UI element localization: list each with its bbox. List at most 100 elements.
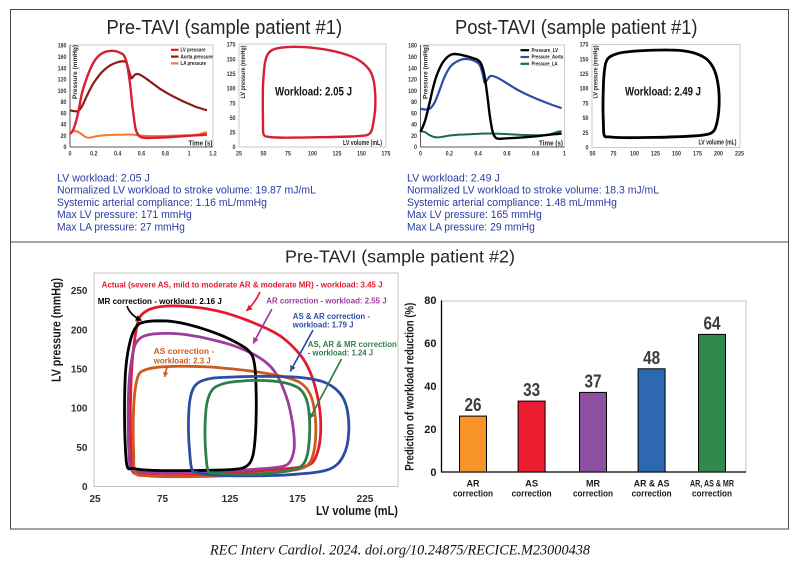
svg-text:Actual (severe AS, mild to mod: Actual (severe AS, mild to moderate AR &… bbox=[102, 280, 383, 289]
svg-text:225: 225 bbox=[735, 151, 744, 158]
svg-text:20: 20 bbox=[424, 424, 436, 436]
svg-text:175: 175 bbox=[227, 42, 236, 49]
svg-text:0.6: 0.6 bbox=[138, 151, 146, 158]
svg-text:LV volume (mL): LV volume (mL) bbox=[316, 504, 398, 518]
svg-text:100: 100 bbox=[308, 151, 317, 158]
svg-text:100: 100 bbox=[58, 88, 67, 95]
svg-text:40: 40 bbox=[411, 122, 417, 129]
svg-text:64: 64 bbox=[704, 313, 721, 333]
svg-text:Time (s): Time (s) bbox=[539, 141, 563, 148]
svg-text:20: 20 bbox=[61, 133, 67, 140]
svg-text:200: 200 bbox=[714, 151, 723, 158]
svg-text:0: 0 bbox=[82, 482, 88, 493]
svg-text:AS, AR & MR correction: AS, AR & MR correction bbox=[308, 340, 397, 349]
svg-text:75: 75 bbox=[285, 151, 291, 158]
svg-text:175: 175 bbox=[382, 151, 391, 158]
svg-text:Prediction of workload reducti: Prediction of workload reduction (%) bbox=[405, 303, 417, 471]
svg-text:25: 25 bbox=[583, 130, 589, 137]
svg-text:Aorta pressure: Aorta pressure bbox=[181, 54, 213, 60]
svg-text:Time (s): Time (s) bbox=[189, 141, 213, 148]
svg-text:50: 50 bbox=[583, 115, 589, 122]
svg-text:Workload: 2.05 J: Workload: 2.05 J bbox=[275, 84, 352, 98]
svg-text:150: 150 bbox=[71, 365, 88, 376]
svg-text:LV volume (mL): LV volume (mL) bbox=[343, 140, 382, 147]
svg-text:AR correction - workload: 2.55: AR correction - workload: 2.55 J bbox=[266, 297, 386, 306]
svg-text:125: 125 bbox=[651, 151, 660, 158]
svg-text:33: 33 bbox=[523, 380, 540, 400]
svg-text:Normalized LV workload to stro: Normalized LV workload to stroke volume:… bbox=[57, 185, 316, 197]
svg-text:Max LV pressure: 171 mmHg: Max LV pressure: 171 mmHg bbox=[57, 209, 192, 221]
svg-text:80: 80 bbox=[424, 295, 436, 307]
svg-text:80: 80 bbox=[61, 99, 67, 106]
svg-text:correction: correction bbox=[632, 488, 672, 498]
svg-text:180: 180 bbox=[408, 43, 417, 50]
svg-text:0: 0 bbox=[419, 151, 422, 158]
svg-text:Pressure (mmHg): Pressure (mmHg) bbox=[423, 45, 430, 99]
svg-text:0: 0 bbox=[69, 151, 72, 158]
svg-text:125: 125 bbox=[580, 71, 589, 78]
svg-text:50: 50 bbox=[590, 151, 596, 158]
svg-text:60: 60 bbox=[424, 338, 436, 350]
svg-text:50: 50 bbox=[76, 443, 88, 454]
svg-text:100: 100 bbox=[227, 86, 236, 93]
svg-text:1: 1 bbox=[563, 151, 566, 158]
svg-text:correction: correction bbox=[692, 488, 732, 498]
svg-text:120: 120 bbox=[408, 77, 417, 84]
svg-text:125: 125 bbox=[333, 151, 342, 158]
svg-text:Pre-TAVI (sample patient #1): Pre-TAVI (sample patient #1) bbox=[107, 17, 343, 39]
svg-text:REC Interv Cardiol. 2024. doi.: REC Interv Cardiol. 2024. doi.org/10.248… bbox=[209, 543, 590, 559]
svg-text:75: 75 bbox=[230, 100, 236, 107]
svg-text:Systemic arterial compliance:: Systemic arterial compliance: 1.16 mL/mm… bbox=[57, 197, 267, 209]
svg-text:0.4: 0.4 bbox=[474, 151, 482, 158]
svg-text:Systemic arterial compliance:: Systemic arterial compliance: 1.48 mL/mm… bbox=[407, 197, 617, 209]
svg-text:workload: 1.79 J: workload: 1.79 J bbox=[292, 321, 354, 330]
svg-text:175: 175 bbox=[580, 42, 589, 49]
svg-text:0.6: 0.6 bbox=[503, 151, 511, 158]
svg-text:Max LV pressure: 165 mmHg: Max LV pressure: 165 mmHg bbox=[407, 209, 542, 221]
svg-text:150: 150 bbox=[580, 56, 589, 63]
svg-text:75: 75 bbox=[583, 100, 589, 107]
svg-text:LV pressure (mmHg): LV pressure (mmHg) bbox=[593, 46, 600, 99]
svg-text:Pre-TAVI (sample patient #2): Pre-TAVI (sample patient #2) bbox=[285, 247, 515, 267]
svg-text:160: 160 bbox=[408, 54, 417, 61]
svg-text:AS: AS bbox=[525, 478, 538, 488]
svg-text:26: 26 bbox=[465, 395, 482, 415]
svg-text:LA pressure: LA pressure bbox=[181, 61, 207, 67]
svg-text:Max LA pressure: 29 mmHg: Max LA pressure: 29 mmHg bbox=[407, 221, 535, 233]
svg-text:80: 80 bbox=[411, 99, 417, 106]
svg-text:0: 0 bbox=[430, 467, 436, 479]
svg-text:- workload: 1.24 J: - workload: 1.24 J bbox=[308, 348, 373, 357]
svg-text:0.8: 0.8 bbox=[532, 151, 540, 158]
svg-text:140: 140 bbox=[408, 65, 417, 72]
svg-text:correction: correction bbox=[512, 488, 552, 498]
svg-text:1: 1 bbox=[188, 151, 191, 158]
svg-text:120: 120 bbox=[58, 77, 67, 84]
svg-text:Pressure (mmHg): Pressure (mmHg) bbox=[72, 45, 79, 99]
svg-text:100: 100 bbox=[71, 404, 88, 415]
svg-text:Post-TAVI (sample patient #1): Post-TAVI (sample patient #1) bbox=[455, 17, 698, 39]
svg-text:60: 60 bbox=[411, 110, 417, 117]
svg-text:Max LA pressure: 27 mmHg: Max LA pressure: 27 mmHg bbox=[57, 221, 185, 233]
svg-text:100: 100 bbox=[630, 151, 639, 158]
svg-text:Workload: 2.49 J: Workload: 2.49 J bbox=[625, 84, 701, 98]
svg-text:100: 100 bbox=[408, 88, 417, 95]
svg-text:40: 40 bbox=[61, 122, 67, 129]
svg-text:AS & AR correction -: AS & AR correction - bbox=[293, 312, 371, 321]
svg-text:25: 25 bbox=[230, 130, 236, 137]
svg-text:100: 100 bbox=[580, 86, 589, 93]
svg-text:0: 0 bbox=[64, 144, 67, 151]
svg-text:Normalized LV workload to stro: Normalized LV workload to stroke volume:… bbox=[407, 185, 659, 197]
svg-text:75: 75 bbox=[157, 494, 169, 505]
svg-text:MR correction - workload: 2.16: MR correction - workload: 2.16 J bbox=[98, 297, 222, 306]
svg-text:40: 40 bbox=[424, 381, 436, 393]
svg-text:175: 175 bbox=[289, 494, 306, 505]
svg-text:Pressure_Aorta: Pressure_Aorta bbox=[532, 55, 564, 61]
svg-text:225: 225 bbox=[357, 494, 374, 505]
svg-text:125: 125 bbox=[222, 494, 239, 505]
svg-text:0: 0 bbox=[414, 144, 417, 151]
svg-text:AR, AS & MR: AR, AS & MR bbox=[690, 478, 734, 488]
svg-text:0.8: 0.8 bbox=[162, 151, 170, 158]
svg-text:75: 75 bbox=[611, 151, 617, 158]
svg-text:0: 0 bbox=[586, 145, 589, 152]
svg-text:LV pressure (mmHg): LV pressure (mmHg) bbox=[240, 46, 247, 99]
